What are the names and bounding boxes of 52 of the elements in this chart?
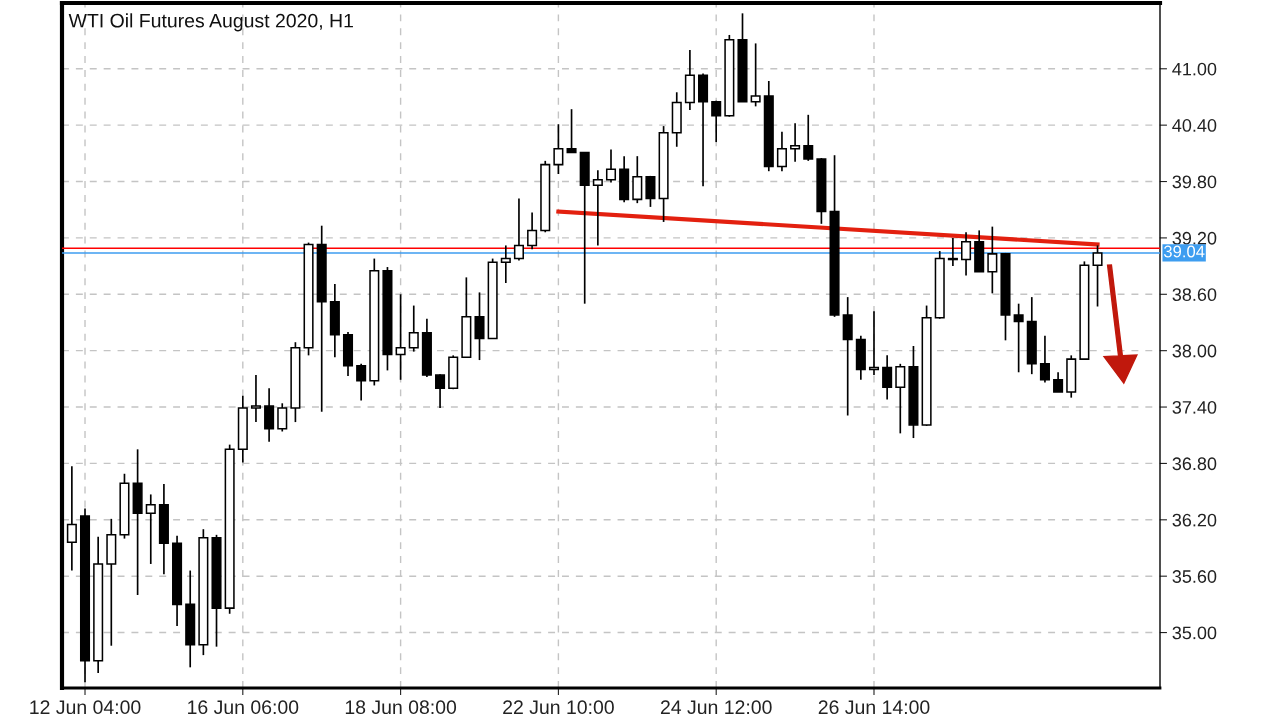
x-tick-label: 12 Jun 04:00: [30, 700, 141, 715]
candlestick: [750, 42, 761, 108]
y-tick-label: 39.80: [1172, 175, 1217, 189]
candlestick: [277, 402, 288, 433]
x-tick-label: 24 Jun 12:00: [660, 700, 772, 715]
y-tick-label: 37.40: [1172, 400, 1217, 414]
candlestick: [592, 169, 603, 247]
candlestick: [66, 465, 77, 572]
ref-line-label: 39.04: [1163, 245, 1205, 258]
candlestick: [605, 148, 617, 184]
candlestick: [632, 155, 643, 204]
candlestick: [711, 99, 722, 143]
candlestick: [790, 122, 801, 163]
x-tick-label: 16 Jun 06:00: [188, 700, 299, 715]
y-tick-label: 36.80: [1172, 457, 1217, 471]
candlestick: [553, 123, 564, 175]
candlestick: [776, 130, 787, 173]
candlestick: [250, 374, 261, 423]
y-tick-label: 35.00: [1172, 626, 1217, 640]
candlestick: [435, 373, 446, 409]
x-tick-label: 18 Jun 08:00: [345, 700, 457, 715]
candlestick: [566, 108, 577, 154]
candlestick: [395, 293, 406, 381]
x-tick-label: 26 Jun 14:00: [818, 700, 930, 715]
chart-title: WTI Oil Futures August 2020, H1: [68, 13, 353, 32]
candlestick: [803, 113, 814, 162]
y-tick-label: 35.60: [1172, 570, 1217, 583]
candlestick: [1053, 371, 1064, 393]
x-tick-label: 22 Jun 10:00: [503, 700, 614, 715]
candlestick: [145, 493, 156, 565]
candlestick: [408, 304, 419, 353]
candlestick: [868, 310, 880, 376]
candlestick: [513, 197, 524, 262]
y-tick-label: 36.20: [1172, 513, 1217, 527]
candlestick: [961, 231, 972, 277]
y-tick-label: 41.00: [1172, 62, 1217, 76]
candlestick: [474, 291, 485, 361]
candlestick: [264, 387, 275, 443]
candlestick: [1092, 244, 1103, 308]
candlestick: [1039, 334, 1050, 384]
candlestick: [1013, 302, 1024, 374]
y-tick-label: 39.20: [1172, 231, 1217, 245]
candlestick: [882, 354, 893, 401]
candlestick: [987, 225, 998, 295]
candlestick: [527, 211, 538, 251]
y-tick-label: 38.00: [1172, 344, 1217, 358]
y-tick-label: 38.60: [1172, 288, 1217, 302]
candlestick: [356, 362, 367, 402]
y-tick-label: 40.40: [1172, 119, 1217, 132]
candlestick: [895, 362, 906, 435]
candlestick: [645, 175, 656, 208]
candlestick: [500, 244, 511, 284]
